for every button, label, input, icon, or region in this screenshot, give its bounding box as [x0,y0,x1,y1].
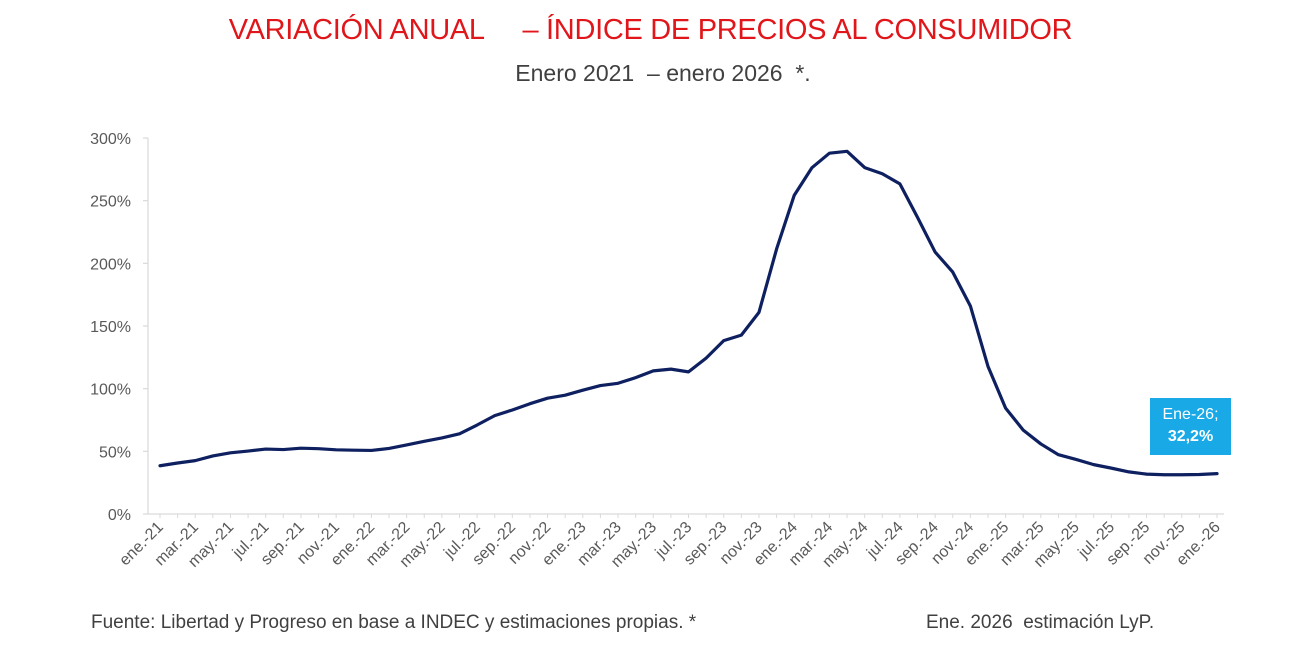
y-tick-label: 200% [90,256,131,273]
source-note: Fuente: Libertad y Progreso en base a IN… [91,612,697,633]
x-axis: ene.-21mar.-21may.-21jul.-21sep.-21nov.-… [116,513,1224,571]
callout-label: Ene-26; [1162,406,1219,423]
y-tick-label: 100% [90,382,131,399]
chart-subtitle: Enero 2021 – enero 2026 *. [515,60,811,86]
y-tick-label: 300% [90,131,131,148]
y-tick-label: 0% [108,507,131,524]
callout-value: 32,2% [1167,428,1214,445]
y-tick-label: 50% [99,444,131,461]
last-value-callout: Ene-26; 32,2% [1150,398,1231,455]
y-tick-label: 250% [90,194,131,211]
y-tick-label: 150% [90,319,131,336]
series-line-inflation [158,149,1219,477]
y-axis: 0% 50% 100% 150% 200% 250% 300% [90,131,149,524]
estimate-note: Ene. 2026 estimación LyP. [926,612,1155,633]
chart-title: VARIACIÓN ANUAL – ÍNDICE DE PRECIOS AL C… [228,14,1073,46]
